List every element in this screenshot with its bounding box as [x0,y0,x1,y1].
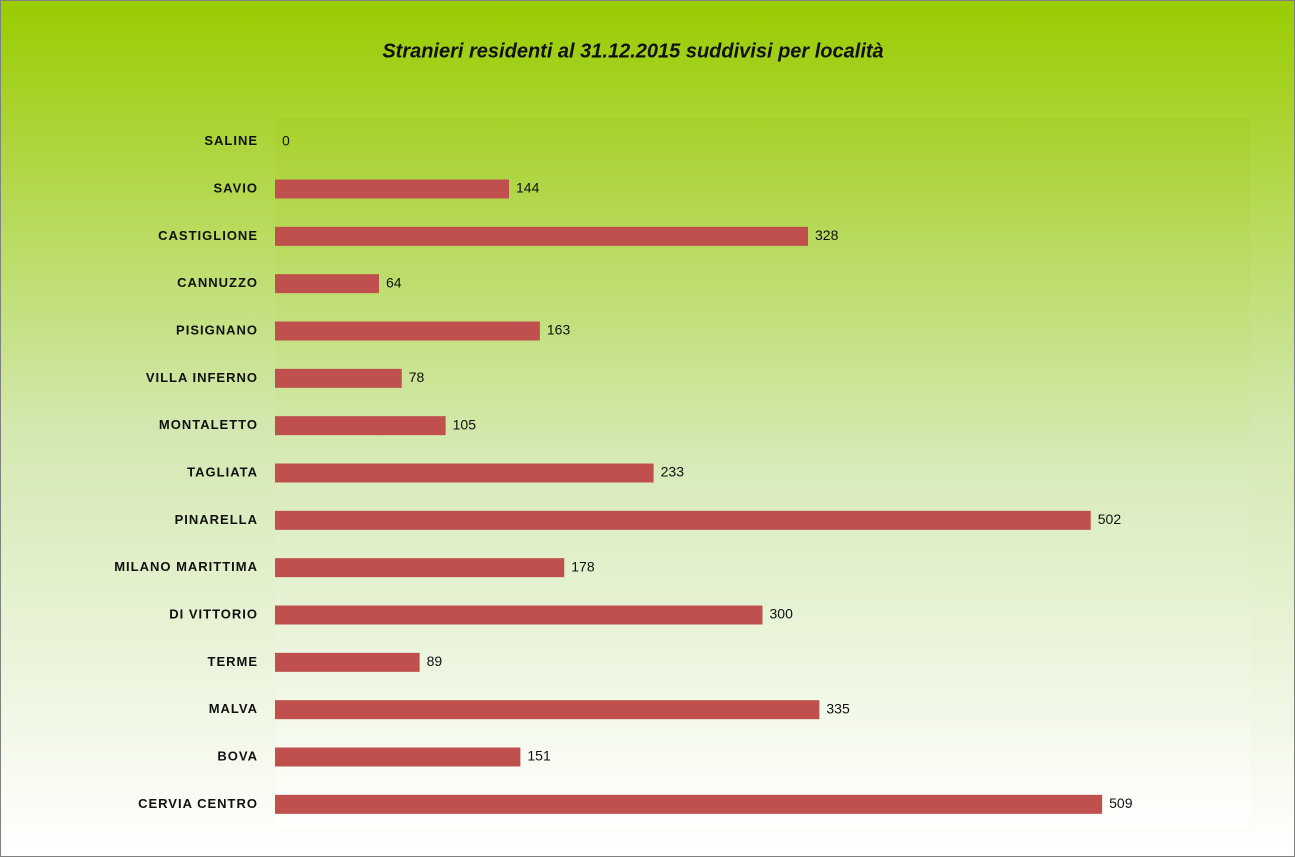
y-tick-label: SAVIO [214,180,259,195]
y-tick-label: MONTALETTO [159,417,258,432]
data-label: 300 [770,606,794,622]
data-label: 89 [427,653,443,669]
bar [275,226,808,246]
bar [275,510,1091,530]
bar [275,321,540,341]
data-label: 233 [661,464,685,480]
y-tick-label: PINARELLA [175,512,258,527]
y-tick-label: VILLA INFERNO [146,370,258,385]
data-label: 178 [571,558,595,574]
y-tick-label: TAGLIATA [187,464,258,479]
data-label: 144 [516,180,540,196]
data-label: 335 [826,700,850,716]
y-tick-label: CASTIGLIONE [158,228,258,243]
bar [275,652,420,672]
y-tick-label: TERME [208,654,259,669]
data-label: 0 [282,132,290,148]
bar [275,747,521,767]
bar [275,368,402,388]
data-label: 502 [1098,511,1122,527]
y-tick-label: MILANO MARITTIMA [114,559,258,574]
data-label: 328 [815,227,839,243]
bar [275,700,820,720]
data-label: 105 [453,416,477,432]
data-label: 78 [409,369,425,385]
data-label: 64 [386,274,402,290]
data-label: 163 [547,322,571,338]
chart-title: Stranieri residenti al 31.12.2015 suddiv… [382,40,883,62]
y-tick-label: BOVA [217,748,258,763]
bar [275,416,446,436]
data-label: 509 [1109,795,1133,811]
bar [275,794,1103,814]
y-tick-label: DI VITTORIO [169,606,258,621]
y-tick-label: MALVA [209,701,258,716]
bar [275,558,565,578]
bar [275,463,654,483]
bar [275,605,763,625]
data-label: 151 [527,748,551,764]
y-tick-label: CERVIA CENTRO [138,796,258,811]
y-tick-label: CANNUZZO [177,275,258,290]
bar [275,179,509,199]
y-tick-label: SALINE [204,133,258,148]
bar [275,274,379,294]
y-tick-label: PISIGNANO [176,322,258,337]
